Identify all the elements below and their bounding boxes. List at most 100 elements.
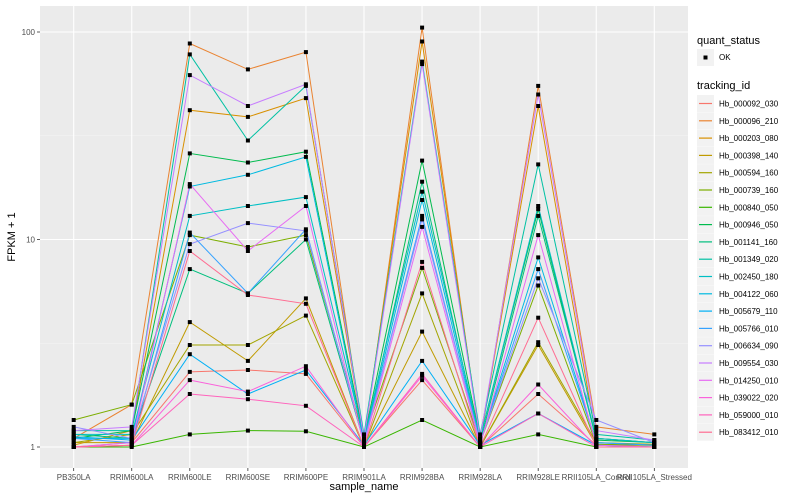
- data-point: [303, 82, 308, 87]
- data-point: [420, 291, 425, 296]
- data-point: [420, 59, 425, 64]
- data-point: [129, 428, 134, 433]
- data-point: [245, 67, 250, 72]
- data-point: [652, 445, 657, 449]
- data-point: [594, 436, 599, 441]
- data-point: [187, 242, 192, 247]
- data-point: [187, 320, 192, 325]
- data-point: [71, 445, 76, 449]
- data-point: [303, 429, 308, 434]
- data-point: [420, 259, 425, 264]
- data-point: [303, 301, 308, 306]
- data-point: [420, 213, 425, 218]
- legend-label: Hb_000840_050: [719, 203, 779, 212]
- data-point: [245, 204, 250, 208]
- data-point: [420, 358, 425, 363]
- data-point: [536, 204, 541, 208]
- legend-item: Hb_014250_010: [697, 371, 779, 389]
- data-point: [187, 267, 192, 272]
- legend-label: Hb_000739_160: [719, 186, 779, 195]
- legend-item: Hb_001349_020: [697, 250, 779, 268]
- data-point: [187, 392, 192, 396]
- data-point: [420, 62, 425, 67]
- data-point: [536, 267, 541, 272]
- data-point: [536, 162, 541, 167]
- data-point: [245, 293, 250, 297]
- data-point: [187, 151, 192, 156]
- data-point: [187, 52, 192, 57]
- data-point: [536, 315, 541, 320]
- legend-item: Hb_001141_160: [697, 233, 778, 251]
- data-point: [245, 392, 250, 396]
- x-tick-label: RRIM600SE: [226, 473, 270, 482]
- data-point: [129, 440, 134, 445]
- data-point: [187, 432, 192, 437]
- legend-shape-title: quant_status: [697, 35, 760, 47]
- legend-label: Hb_000092_030: [719, 100, 779, 109]
- data-point: [536, 233, 541, 238]
- data-point: [536, 104, 541, 108]
- data-point: [420, 329, 425, 334]
- data-point: [536, 213, 541, 218]
- legend-item: Hb_059000_010: [697, 406, 779, 424]
- data-point: [594, 424, 599, 429]
- data-point: [303, 368, 308, 372]
- data-point: [71, 432, 76, 437]
- legend-label: Hb_000096_210: [719, 117, 779, 126]
- legend-item: Hb_039022_020: [697, 389, 779, 407]
- data-point: [478, 440, 483, 445]
- data-point: [187, 343, 192, 347]
- data-point: [303, 313, 308, 318]
- data-point: [245, 249, 250, 253]
- data-point: [420, 158, 425, 163]
- data-point: [187, 233, 192, 238]
- data-point: [71, 440, 76, 445]
- x-tick-label: RRIM600LA: [110, 473, 154, 482]
- data-point: [187, 108, 192, 113]
- legend-color-title: tracking_id: [697, 80, 750, 92]
- data-point: [420, 224, 425, 229]
- data-point: [420, 371, 425, 376]
- data-point: [594, 432, 599, 437]
- data-point: [303, 371, 308, 376]
- data-point: [303, 149, 308, 154]
- data-point: [129, 432, 134, 437]
- data-point: [129, 443, 134, 448]
- x-tick-label: RRIM600PE: [284, 473, 328, 482]
- legend-label: Hb_009554_030: [719, 359, 779, 368]
- data-point: [362, 432, 366, 437]
- data-point: [536, 382, 541, 387]
- data-point: [303, 228, 308, 233]
- data-point: [187, 378, 192, 383]
- legend-item: Hb_000092_030: [697, 95, 779, 112]
- data-point: [536, 83, 541, 88]
- legend-label: Hb_004122_060: [719, 290, 779, 299]
- x-tick-label: RRIM901LA: [342, 473, 386, 482]
- data-point: [420, 418, 425, 422]
- data-point: [245, 138, 250, 143]
- data-point: [245, 343, 250, 347]
- data-point: [245, 172, 250, 177]
- data-point: [536, 207, 541, 212]
- legend-label: Hb_000203_080: [719, 134, 779, 143]
- x-tick-label: PB350LA: [57, 473, 91, 482]
- data-point: [420, 39, 425, 44]
- data-point: [478, 432, 483, 437]
- data-point: [245, 428, 250, 433]
- data-point: [303, 237, 308, 242]
- data-point: [536, 340, 541, 345]
- data-point: [71, 436, 76, 441]
- data-point: [71, 418, 76, 422]
- x-tick-label: RRIM600LE: [168, 473, 212, 482]
- data-point: [303, 403, 308, 408]
- y-axis-title: FPKM + 1: [6, 212, 18, 261]
- legend-label: Hb_014250_010: [719, 376, 779, 385]
- data-point: [187, 249, 192, 253]
- legend-label: Hb_039022_020: [719, 394, 779, 403]
- legend-label: Hb_001349_020: [719, 255, 779, 264]
- data-point: [478, 445, 483, 449]
- data-point: [536, 276, 541, 281]
- data-point: [71, 428, 76, 433]
- y-tick-label: 1: [31, 443, 36, 452]
- data-point: [303, 154, 308, 159]
